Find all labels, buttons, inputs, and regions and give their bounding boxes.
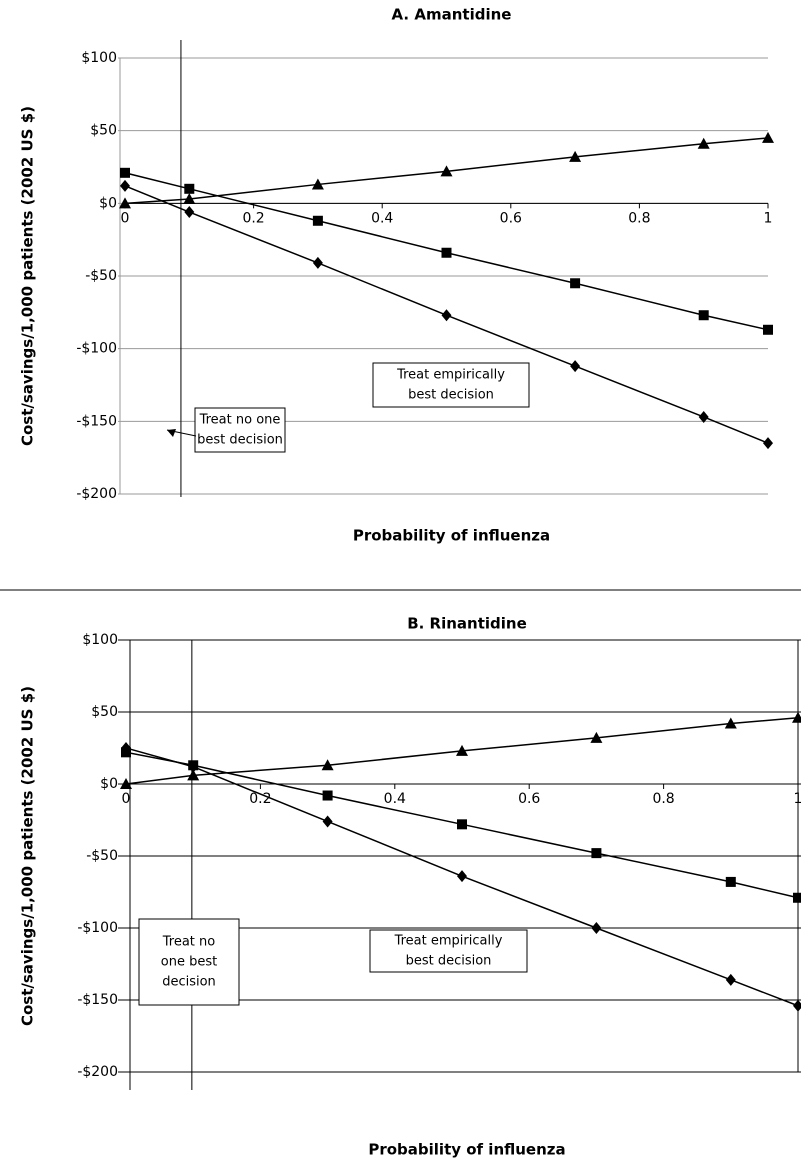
marker	[725, 973, 736, 986]
marker	[590, 731, 603, 743]
marker	[763, 437, 773, 450]
annotation-text: Treat empirically	[396, 368, 505, 383]
marker	[725, 876, 736, 887]
marker	[188, 760, 199, 771]
x-tick-label: 0.8	[652, 791, 674, 807]
y-tick-label: $100	[81, 50, 117, 66]
marker	[698, 310, 709, 321]
annotation-text: decision	[162, 975, 216, 990]
annotation-box	[372, 362, 530, 408]
annotation-box	[194, 407, 286, 453]
x-tick-label: 0.4	[371, 210, 393, 226]
chart-title: A. Amantidine	[392, 6, 512, 24]
annotation-arrowhead	[167, 429, 176, 437]
chart-title: B. Rinantidine	[407, 615, 527, 633]
x-axis-label: Probability of influenza	[353, 527, 550, 545]
marker	[441, 247, 452, 258]
y-tick-label: $50	[91, 704, 118, 720]
x-tick-label: 0.6	[500, 210, 522, 226]
x-tick-label: 0	[121, 210, 130, 226]
x-tick-label: 0.4	[384, 791, 406, 807]
marker	[591, 848, 602, 859]
x-tick-label: 1	[794, 791, 801, 807]
annotation-text: Treat no	[162, 935, 216, 950]
y-tick-label: -$150	[77, 992, 118, 1008]
x-tick-label: 0.6	[518, 791, 540, 807]
annotation-text: best decision	[408, 388, 494, 403]
x-tick-label: 1	[764, 210, 773, 226]
marker	[183, 192, 196, 204]
marker	[763, 324, 773, 335]
marker	[440, 165, 453, 177]
x-tick-label: 0.2	[242, 210, 264, 226]
marker	[322, 790, 333, 801]
y-axis-label: Cost/savings/1,000 patients (2002 US $)	[19, 686, 37, 1026]
marker	[312, 256, 323, 269]
annotation-box	[369, 929, 528, 973]
marker	[698, 410, 709, 423]
annotation-text: one best	[161, 955, 217, 970]
marker	[321, 759, 334, 771]
marker	[457, 819, 467, 830]
marker	[187, 769, 200, 781]
marker	[121, 747, 131, 758]
annotation-text: Treat no one	[199, 413, 281, 428]
marker	[569, 150, 582, 162]
marker	[457, 870, 467, 883]
marker	[120, 778, 132, 789]
marker	[591, 922, 602, 934]
marker	[792, 711, 801, 723]
marker	[570, 278, 581, 289]
y-tick-label: $100	[82, 632, 118, 648]
y-tick-label: $0	[99, 195, 117, 211]
marker	[441, 309, 452, 322]
y-tick-label: -$200	[77, 1064, 118, 1080]
marker	[456, 744, 468, 756]
x-tick-label: 0.2	[249, 791, 271, 807]
marker	[570, 360, 581, 373]
annotation-box	[138, 918, 240, 1006]
y-tick-label: $0	[100, 776, 118, 792]
x-tick-label: 0	[122, 791, 131, 807]
marker	[793, 999, 801, 1012]
y-tick-label: $50	[90, 123, 117, 139]
marker	[120, 179, 130, 192]
y-tick-label: -$50	[85, 268, 117, 284]
marker	[312, 215, 323, 226]
marker	[697, 137, 710, 149]
marker	[322, 815, 333, 828]
y-tick-label: -$100	[76, 341, 117, 357]
marker	[184, 183, 195, 194]
x-axis-label: Probability of influenza	[368, 1141, 565, 1159]
y-tick-label: -$200	[76, 486, 117, 502]
marker	[793, 892, 801, 903]
y-axis-label: Cost/savings/1,000 patients (2002 US $)	[19, 106, 37, 446]
annotation-text: best decision	[197, 433, 283, 448]
marker	[311, 178, 324, 190]
y-tick-label: -$100	[77, 920, 118, 936]
marker	[762, 131, 774, 143]
marker	[724, 717, 737, 729]
annotation-text: best decision	[406, 954, 492, 969]
y-tick-label: -$150	[76, 413, 117, 429]
marker	[120, 167, 130, 178]
x-tick-label: 0.8	[628, 210, 650, 226]
annotation-text: Treat empirically	[394, 934, 503, 949]
marker	[184, 206, 195, 219]
y-tick-label: -$50	[86, 848, 118, 864]
marker	[119, 197, 131, 209]
